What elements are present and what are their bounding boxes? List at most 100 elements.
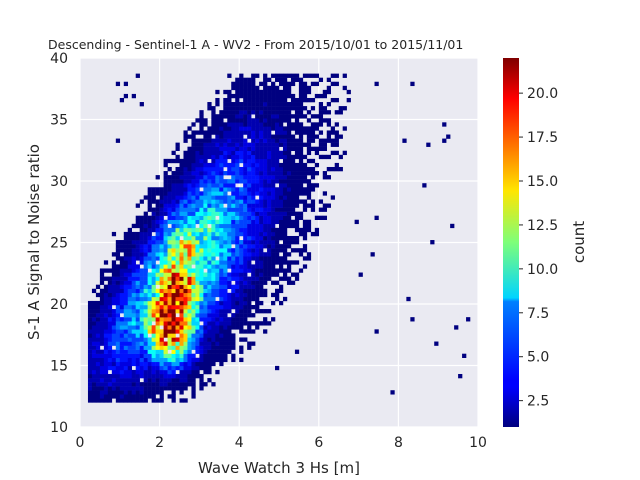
hist-bin	[219, 231, 224, 237]
hist-bin	[211, 146, 216, 151]
hist-bin	[263, 256, 268, 261]
hist-bin	[143, 223, 148, 229]
hist-bin	[87, 317, 93, 322]
hist-bin	[223, 353, 228, 358]
hist-bin	[203, 325, 208, 330]
hist-bin	[247, 162, 252, 168]
hist-bin	[215, 357, 220, 363]
hist-bin	[207, 106, 212, 111]
hist-bin	[147, 288, 152, 294]
hist-bin	[195, 191, 200, 196]
hist-bin	[231, 300, 236, 306]
hist-bin	[263, 244, 268, 249]
hist-bin	[91, 394, 97, 399]
hist-bin	[227, 349, 232, 354]
hist-bin	[294, 240, 300, 245]
hist-bin	[179, 309, 184, 314]
hist-bin	[255, 126, 260, 131]
hist-bin	[239, 203, 244, 208]
hist-bin	[115, 349, 121, 354]
hist-bin	[326, 166, 331, 172]
hist-bin	[215, 146, 220, 151]
hist-bin	[255, 93, 260, 99]
hist-bin	[151, 207, 156, 212]
hist-bin	[247, 321, 252, 326]
hist-bin	[442, 138, 447, 143]
hist-bin	[259, 199, 264, 204]
hist-bin	[159, 187, 164, 192]
hist-bin	[87, 313, 93, 318]
hist-bin	[171, 244, 176, 249]
hist-bin	[147, 199, 152, 204]
hist-bin	[163, 179, 168, 184]
hist-bin	[167, 361, 172, 367]
hist-bin	[99, 276, 105, 281]
hist-bin	[155, 341, 160, 346]
hist-bin	[334, 142, 339, 147]
hist-bin	[255, 102, 260, 107]
hist-bin	[187, 183, 192, 188]
hist-bin	[251, 256, 256, 261]
hist-bin	[171, 195, 176, 200]
hist-bin	[255, 288, 260, 294]
hist-bin	[235, 288, 240, 294]
hist-bin	[195, 264, 200, 269]
hist-bin	[239, 357, 244, 363]
hist-bin	[171, 171, 176, 176]
hist-bin	[123, 280, 129, 285]
hist-bin	[322, 154, 328, 160]
hist-bin	[235, 89, 240, 95]
hist-bin	[131, 252, 136, 257]
hist-bin	[107, 321, 113, 326]
hist-bin	[243, 329, 248, 334]
hist-bin	[298, 142, 304, 147]
hist-bin	[115, 317, 121, 322]
hist-bin	[227, 199, 232, 204]
hist-bin	[167, 313, 172, 318]
hist-bin	[239, 240, 244, 245]
hist-bin	[171, 227, 176, 233]
hist-bin	[207, 353, 212, 358]
hist-bin	[247, 300, 252, 306]
hist-bin	[223, 231, 228, 237]
hist-bin	[143, 211, 148, 216]
hist-bin	[139, 219, 144, 225]
hist-bin	[219, 288, 224, 294]
hist-bin	[119, 361, 125, 367]
hist-bin	[207, 361, 212, 367]
hist-bin	[147, 256, 152, 261]
hist-bin	[259, 219, 264, 225]
hist-bin	[286, 179, 292, 184]
hist-bin	[203, 199, 208, 204]
hist-bin	[119, 390, 125, 395]
hist-bin	[279, 264, 284, 269]
hist-bin	[139, 337, 144, 342]
hist-bin	[235, 227, 240, 233]
hist-bin	[255, 158, 260, 164]
hist-bin	[227, 292, 232, 298]
hist-bin	[123, 93, 129, 99]
hist-bin	[143, 398, 148, 403]
hist-bin	[135, 317, 140, 322]
hist-bin	[103, 304, 109, 310]
hist-bin	[314, 227, 320, 233]
hist-bin	[119, 365, 125, 371]
hist-bin	[163, 195, 168, 200]
hist-bin	[255, 235, 260, 241]
hist-bin	[183, 398, 188, 403]
hist-bin	[139, 288, 144, 294]
hist-bin	[175, 386, 180, 391]
hist-bin	[207, 284, 212, 289]
hist-bin	[135, 252, 140, 257]
hist-bin	[247, 150, 252, 156]
hist-bin	[211, 219, 216, 225]
hist-bin	[175, 191, 180, 196]
hist-bin	[298, 166, 304, 172]
hist-bin	[139, 248, 144, 253]
hist-bin	[167, 268, 172, 273]
hist-bin	[119, 300, 125, 306]
hist-bin	[239, 102, 244, 107]
hist-bin	[139, 268, 144, 273]
hist-bin	[183, 325, 188, 330]
hist-bin	[223, 337, 228, 342]
